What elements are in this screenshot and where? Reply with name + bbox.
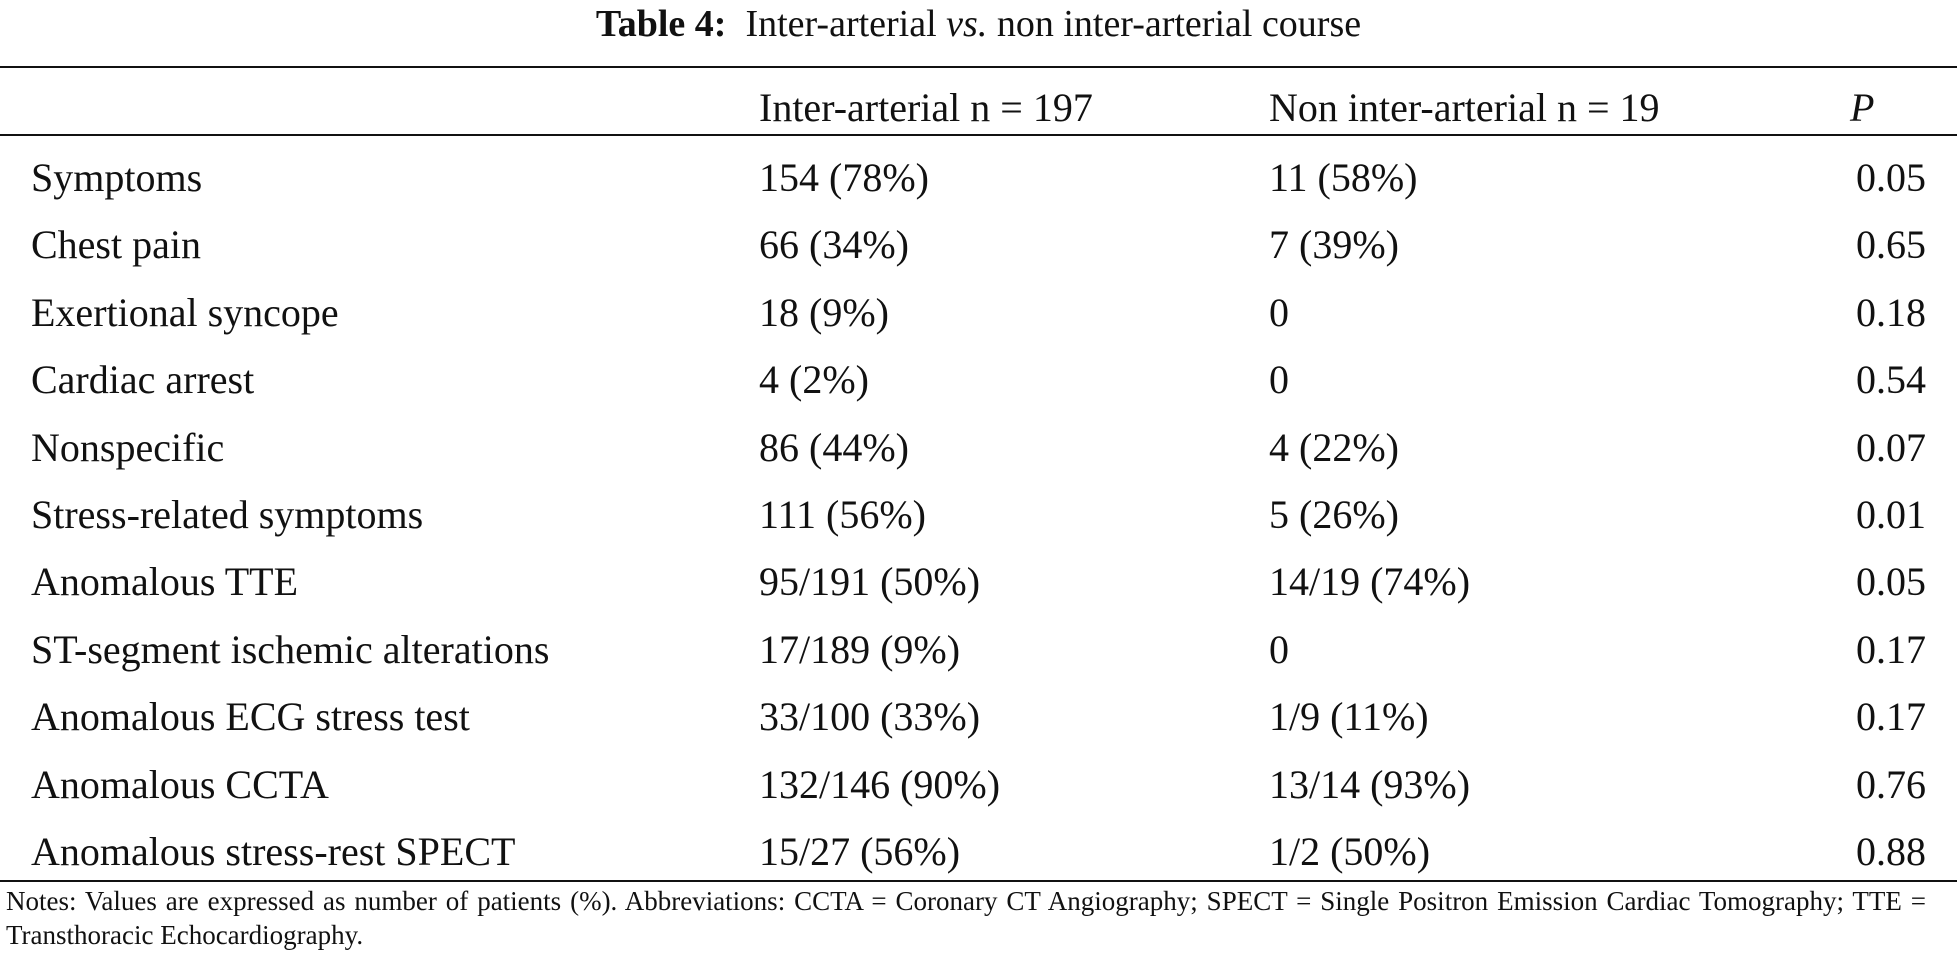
table-cell: 4 (22%)	[1269, 424, 1399, 470]
table-cell: 11 (58%)	[1269, 155, 1418, 200]
p-value: 0.65	[1856, 222, 1926, 268]
table-cell: 7 (39%)	[1269, 222, 1399, 268]
row-label: Nonspecific	[31, 424, 225, 470]
row-label: Anomalous TTE	[31, 559, 299, 605]
bottom-rule	[0, 880, 1957, 882]
title-text: non inter-arterial course	[996, 3, 1362, 45]
table-cell: 95/191 (50%)	[759, 559, 981, 605]
row-label: Exertional syncope	[31, 289, 339, 335]
p-value: 0.17	[1856, 694, 1926, 740]
table-cell: 15/27 (56%)	[759, 829, 961, 874]
table-label: Table 4:	[595, 3, 727, 45]
table-cell: 66 (34%)	[759, 222, 909, 268]
p-value: 0.07	[1856, 424, 1926, 470]
table-cell: 132/146 (90%)	[759, 761, 1001, 807]
row-label: Anomalous ECG stress test	[31, 694, 470, 740]
table-cell: 0	[1269, 626, 1289, 672]
column-header: P	[1850, 85, 1875, 130]
header-rule	[0, 134, 1957, 136]
row-label: Chest pain	[31, 222, 201, 268]
table-cell: 13/14 (93%)	[1269, 761, 1471, 807]
row-label: Anomalous stress-rest SPECT	[31, 829, 516, 874]
p-value: 0.18	[1856, 289, 1926, 335]
p-value: 0.05	[1856, 155, 1926, 200]
p-value: 0.01	[1856, 492, 1926, 537]
column-header: Non inter-arterial n = 19	[1269, 85, 1660, 130]
table-cell: 5 (26%)	[1269, 492, 1399, 537]
row-label: Symptoms	[31, 155, 203, 200]
title-text: Inter-arterial	[745, 3, 937, 45]
table-title: Table 4: Inter-arterial vs. non inter-ar…	[0, 2, 1957, 46]
top-rule	[0, 66, 1957, 68]
table-cell: 0	[1269, 357, 1289, 403]
p-value: 0.54	[1856, 357, 1926, 403]
row-label: Anomalous CCTA	[31, 761, 329, 807]
table-cell: 86 (44%)	[759, 424, 909, 470]
table-cell: 0	[1269, 289, 1289, 335]
table-cell: 4 (2%)	[759, 357, 869, 403]
table-cell: 154 (78%)	[759, 155, 929, 200]
p-value: 0.88	[1856, 829, 1926, 874]
row-label: Stress-related symptoms	[31, 492, 424, 537]
title-text: vs.	[946, 3, 988, 45]
table-cell: 1/9 (11%)	[1269, 694, 1429, 740]
table-cell: 33/100 (33%)	[759, 694, 981, 740]
p-value: 0.76	[1856, 761, 1926, 807]
table-cell: 1/2 (50%)	[1269, 829, 1431, 874]
table-cell: 14/19 (74%)	[1269, 559, 1471, 605]
table-cell: 111 (56%)	[759, 492, 926, 537]
table-cell: 18 (9%)	[759, 289, 889, 335]
column-header: Inter-arterial n = 197	[759, 85, 1093, 130]
table-notes: Notes: Values are expressed as number of…	[6, 886, 1926, 950]
p-value: 0.17	[1856, 626, 1926, 672]
table-cell: 17/189 (9%)	[759, 626, 961, 672]
row-label: ST-segment ischemic alterations	[31, 626, 550, 672]
p-value: 0.05	[1856, 559, 1926, 605]
row-label: Cardiac arrest	[31, 357, 255, 403]
